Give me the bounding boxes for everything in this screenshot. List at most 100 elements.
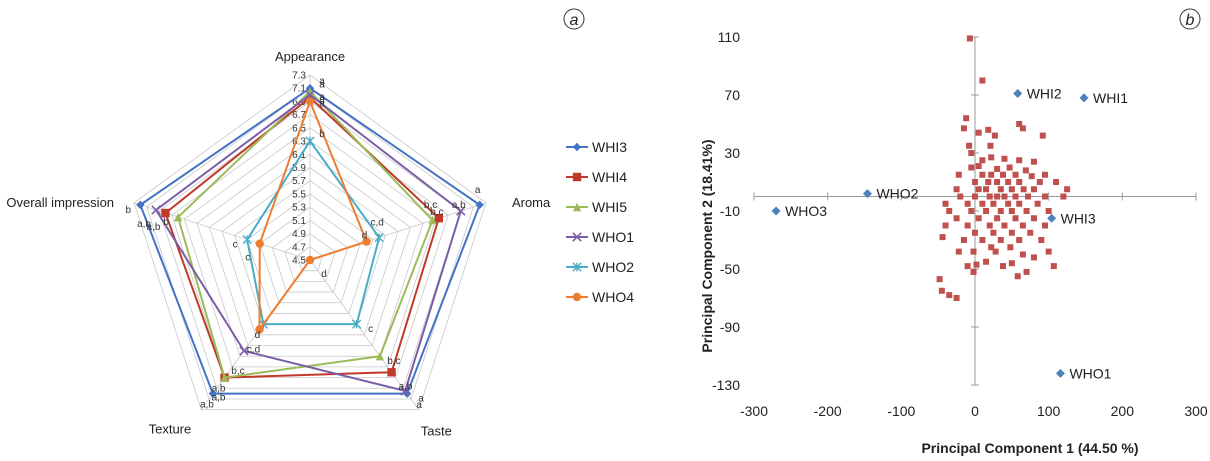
y-tick-label: -50 bbox=[720, 261, 740, 277]
radar-point-marker bbox=[456, 206, 466, 216]
attribute-point bbox=[999, 171, 1006, 178]
radar-point-marker bbox=[475, 200, 484, 210]
legend-item-whi3: WHI3 bbox=[566, 139, 627, 155]
scatter-attribute-points bbox=[936, 35, 1071, 301]
attribute-point bbox=[979, 77, 986, 84]
radar-point-marker bbox=[362, 237, 371, 246]
attribute-point bbox=[997, 237, 1004, 243]
radar-point-marker bbox=[428, 215, 437, 225]
attribute-point bbox=[994, 193, 1001, 200]
attribute-point bbox=[964, 222, 971, 229]
radar-scale-tick: 7.3 bbox=[292, 71, 306, 82]
attribute-point bbox=[1016, 200, 1023, 207]
radar-point-marker bbox=[305, 97, 315, 106]
labeled-point-label: WHO3 bbox=[785, 203, 827, 219]
radar-series-line bbox=[139, 87, 481, 395]
x-tick-label: 200 bbox=[1111, 403, 1135, 419]
attribute-point bbox=[988, 171, 995, 178]
radar-scale-tick: 6.3 bbox=[292, 137, 306, 148]
legend-item-who4: WHO4 bbox=[566, 289, 634, 305]
attribute-point bbox=[1019, 125, 1026, 132]
labeled-point-marker bbox=[1055, 368, 1065, 378]
attribute-point bbox=[987, 142, 994, 149]
radar-annotation: a,b bbox=[212, 384, 226, 395]
attribute-point bbox=[1001, 155, 1008, 162]
labeled-point-label: WHI1 bbox=[1093, 90, 1128, 106]
radar-annotation: c,d bbox=[247, 344, 260, 355]
radar-annotation: d bbox=[321, 269, 327, 280]
radar-point-marker bbox=[136, 200, 145, 210]
radar-annotations: aaaa,bbab,ca,ba,ba,bab,cb,ca,bbaa,bab,ca… bbox=[126, 76, 481, 411]
attribute-point bbox=[979, 237, 986, 243]
attribute-point bbox=[1016, 121, 1023, 127]
radar-series-who1 bbox=[151, 90, 466, 396]
radar-point-marker bbox=[305, 90, 315, 100]
labeled-point-label: WHI2 bbox=[1027, 86, 1062, 102]
x-tick-label: -300 bbox=[740, 403, 768, 419]
attribute-point bbox=[994, 165, 1001, 172]
attribute-point bbox=[992, 248, 999, 255]
radar-scale-tick: 5.3 bbox=[292, 203, 306, 214]
attribute-point bbox=[975, 163, 982, 170]
radar-annotation: b,c bbox=[424, 200, 437, 211]
radar-scale-tick: 5.7 bbox=[292, 176, 306, 187]
radar-series-line bbox=[176, 90, 434, 379]
attribute-point bbox=[975, 215, 982, 222]
radar-scale-tick: 5.5 bbox=[292, 189, 306, 200]
attribute-point bbox=[1053, 179, 1060, 185]
radar-annotation: a bbox=[319, 80, 325, 91]
radar-series-line bbox=[154, 93, 462, 393]
attribute-point bbox=[1016, 237, 1023, 243]
x-axis-label: Principal Component 1 (44.50 %) bbox=[921, 440, 1138, 456]
radar-annotation: c bbox=[245, 253, 250, 264]
y-axis-label: Principal Component 2 (18.41%) bbox=[699, 139, 715, 352]
radar-annotation: a,b bbox=[212, 393, 226, 404]
attribute-point bbox=[1041, 171, 1048, 178]
attribute-point bbox=[953, 215, 960, 222]
x-tick-label: 100 bbox=[1037, 403, 1061, 419]
radar-series-who2 bbox=[242, 136, 384, 329]
radar-grid-ring bbox=[271, 219, 349, 293]
radar-grid-ring bbox=[133, 74, 487, 411]
radar-point-marker bbox=[151, 205, 161, 215]
attribute-point bbox=[999, 263, 1006, 270]
attribute-point bbox=[936, 276, 943, 283]
radar-grid-ring bbox=[284, 233, 336, 282]
attribute-point bbox=[966, 35, 973, 42]
radar-scale-tick: 4.7 bbox=[292, 242, 306, 253]
attribute-point bbox=[1041, 222, 1048, 229]
attribute-point bbox=[968, 164, 975, 171]
attribute-point bbox=[988, 154, 995, 161]
labeled-point-label: WHO1 bbox=[1069, 365, 1111, 381]
attribute-point bbox=[994, 179, 1001, 185]
radar-annotation: a,b bbox=[147, 222, 161, 233]
attribute-point bbox=[970, 268, 977, 275]
attribute-point bbox=[946, 208, 953, 214]
x-tick-label: 0 bbox=[971, 403, 979, 419]
attribute-point bbox=[957, 193, 964, 200]
scatter-chart: -300 -200 -100 0 100 200 300 110 70 30 -10 -50 -90 -1… bbox=[699, 29, 1208, 456]
attribute-point bbox=[1020, 186, 1027, 193]
attribute-point bbox=[979, 157, 986, 164]
radar-annotation: c,d bbox=[370, 218, 383, 229]
attribute-point bbox=[960, 237, 967, 243]
attribute-point bbox=[966, 142, 973, 149]
attribute-point bbox=[973, 261, 980, 268]
radar-point-marker bbox=[374, 232, 384, 243]
panel-label-b: b bbox=[1179, 8, 1201, 30]
legend-item-who2: WHO2 bbox=[566, 259, 634, 275]
radar-grid-ring bbox=[171, 114, 449, 378]
attribute-point bbox=[1007, 244, 1014, 251]
radar-annotation: b,c bbox=[231, 366, 244, 377]
attribute-point bbox=[985, 126, 992, 133]
radar-annotation: c bbox=[233, 240, 238, 251]
attribute-point bbox=[972, 229, 978, 236]
labeled-point-marker bbox=[771, 206, 781, 216]
attribute-point bbox=[986, 222, 993, 229]
x-tick-label: 300 bbox=[1184, 403, 1208, 419]
radar-annotation: a bbox=[319, 98, 325, 109]
attribute-point bbox=[979, 171, 986, 178]
attribute-point bbox=[1022, 167, 1029, 174]
radar-point-marker bbox=[220, 373, 229, 382]
radar-annotation: a,b bbox=[200, 400, 214, 411]
